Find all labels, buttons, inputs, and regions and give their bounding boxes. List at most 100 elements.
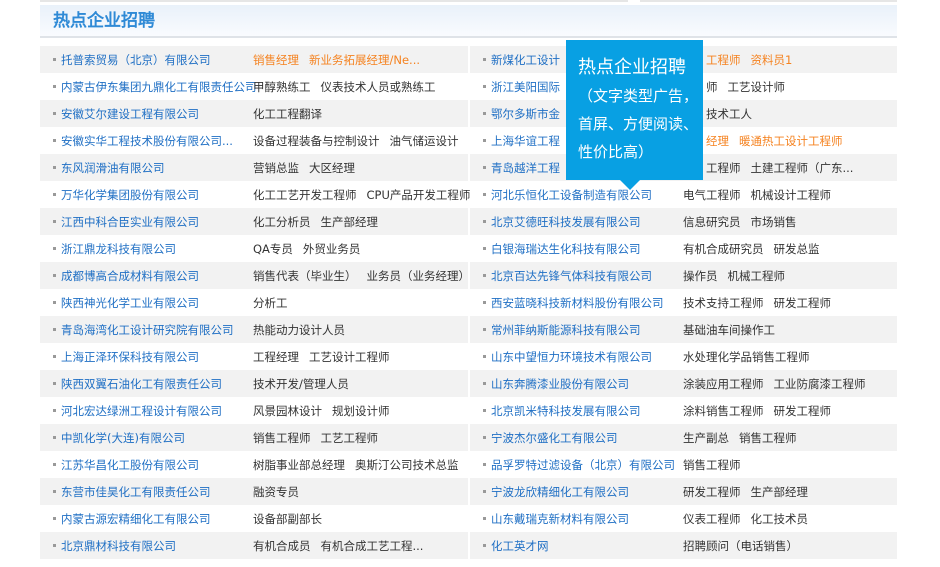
job-link[interactable]: 业务员（业务经理） bbox=[366, 268, 471, 283]
job-link[interactable]: 销售经理 bbox=[253, 52, 299, 67]
job-link[interactable]: 融资专员 bbox=[253, 484, 299, 499]
job-link[interactable]: 外贸业务员 bbox=[302, 241, 361, 256]
job-link[interactable]: 设备部副部长 bbox=[253, 511, 322, 526]
company-link[interactable]: 新煤化工设计 bbox=[491, 52, 560, 67]
company-link[interactable]: 宁波杰尔盛化工有限公司 bbox=[491, 430, 618, 445]
company-link[interactable]: 山东戴瑞克新材料有限公司 bbox=[491, 511, 629, 526]
job-link[interactable]: 生产部经理 bbox=[750, 484, 809, 499]
job-link[interactable]: 招聘顾问（电话销售） bbox=[683, 538, 798, 553]
job-link[interactable]: 土建工程师（广东... bbox=[750, 160, 854, 175]
job-link[interactable]: 仪表技术人员或熟练工 bbox=[320, 79, 436, 94]
job-link[interactable]: 工艺工程师 bbox=[320, 430, 379, 445]
job-link[interactable]: CPU产品开发工程师 bbox=[366, 187, 471, 202]
company-link[interactable]: 安徽实华工程技术股份有限公司... bbox=[61, 133, 233, 148]
job-link[interactable]: 技术开发/管理人员 bbox=[253, 376, 349, 391]
company-link[interactable]: 青岛海湾化工设计研究院有限公司 bbox=[61, 322, 234, 337]
company-link[interactable]: 成都博高合成材料有限公司 bbox=[61, 268, 199, 283]
job-link[interactable]: 热能动力设计人员 bbox=[253, 322, 345, 337]
job-link[interactable]: 工程师 bbox=[706, 160, 741, 175]
job-link[interactable]: 化工分析员 bbox=[253, 214, 311, 229]
job-link[interactable]: 涂料销售工程师 bbox=[683, 403, 764, 418]
company-link[interactable]: 宁波龙欣精细化工有限公司 bbox=[491, 484, 629, 499]
company-link[interactable]: 中凯化学(大连)有限公司 bbox=[61, 430, 185, 445]
company-link[interactable]: 化工英才网 bbox=[491, 538, 549, 553]
job-link[interactable]: 研发工程师 bbox=[773, 403, 832, 418]
job-link[interactable]: 机械设计工程师 bbox=[750, 187, 832, 202]
job-link[interactable]: 电气工程师 bbox=[683, 187, 741, 202]
company-link[interactable]: 北京艾德旺科技发展有限公司 bbox=[491, 214, 641, 229]
job-link[interactable]: 风景园林设计 bbox=[253, 403, 322, 418]
company-link[interactable]: 江西中科合臣实业有限公司 bbox=[61, 214, 199, 229]
company-link[interactable]: 万华化学集团股份有限公司 bbox=[61, 187, 199, 202]
company-link[interactable]: 河北宏达绿洲工程设计有限公司 bbox=[61, 403, 222, 418]
company-link[interactable]: 江苏华昌化工股份有限公司 bbox=[61, 457, 199, 472]
company-link[interactable]: 品孚罗特过滤设备（北京）有限公司 bbox=[491, 457, 675, 472]
job-link[interactable]: 经理 bbox=[706, 133, 729, 148]
job-link[interactable]: 信息研究员 bbox=[683, 214, 741, 229]
job-link[interactable]: 市场销售 bbox=[750, 214, 797, 229]
job-link[interactable]: 工业防腐漆工程师 bbox=[773, 376, 866, 391]
job-link[interactable]: 树脂事业部总经理 bbox=[253, 457, 345, 472]
job-link[interactable]: 机械工程师 bbox=[727, 268, 786, 283]
job-link[interactable]: 销售工程师 bbox=[253, 430, 311, 445]
company-link[interactable]: 北京鼎材科技有限公司 bbox=[61, 538, 176, 553]
job-link[interactable]: 涂装应用工程师 bbox=[683, 376, 764, 391]
job-link[interactable]: 化工技术员 bbox=[750, 511, 809, 526]
company-link[interactable]: 安徽艾尔建设工程有限公司 bbox=[61, 106, 199, 121]
job-link[interactable]: 研发总监 bbox=[773, 241, 820, 256]
job-link[interactable]: 销售代表（毕业生） bbox=[253, 268, 357, 283]
job-link[interactable]: 技术支持工程师 bbox=[683, 295, 764, 310]
company-link[interactable]: 白银海瑞达生化科技有限公司 bbox=[491, 241, 641, 256]
job-link[interactable]: 工艺设计师 bbox=[727, 79, 786, 94]
company-link[interactable]: 陕西双翼石油化工有限责任公司 bbox=[61, 376, 222, 391]
job-link[interactable]: 研发工程师 bbox=[683, 484, 741, 499]
job-link[interactable]: 化工工艺开发工程师 bbox=[253, 187, 357, 202]
job-link[interactable]: 化工工程翻译 bbox=[253, 106, 322, 121]
job-link[interactable]: 操作员 bbox=[683, 268, 718, 283]
company-link[interactable]: 内蒙古伊东集团九鼎化工有限责任公司 bbox=[61, 79, 257, 94]
company-link[interactable]: 北京凯米特科技发展有限公司 bbox=[491, 403, 641, 418]
job-link[interactable]: 新业务拓展经理/Ne... bbox=[309, 52, 421, 67]
company-link[interactable]: 常州菲纳斯能源科技有限公司 bbox=[491, 322, 641, 337]
job-link[interactable]: 有机合成工艺工程... bbox=[320, 538, 424, 553]
company-link[interactable]: 浙江鼎龙科技有限公司 bbox=[61, 241, 176, 256]
company-link[interactable]: 东风润滑油有限公司 bbox=[61, 160, 165, 175]
company-link[interactable]: 西安蓝晓科技新材料股份有限公司 bbox=[491, 295, 664, 310]
company-link[interactable]: 上海正泽环保科技有限公司 bbox=[61, 349, 199, 364]
company-link[interactable]: 山东中望恒力环境技术有限公司 bbox=[491, 349, 652, 364]
job-link[interactable]: 工程经理 bbox=[253, 349, 299, 364]
company-link[interactable]: 托普索贸易（北京）有限公司 bbox=[61, 52, 211, 67]
company-link[interactable]: 浙江美阳国际 bbox=[491, 79, 560, 94]
job-link[interactable]: 分析工 bbox=[253, 295, 288, 310]
job-link[interactable]: 工艺设计工程师 bbox=[309, 349, 390, 364]
company-link[interactable]: 河北乐恒化工设备制造有限公司 bbox=[491, 187, 652, 202]
job-link[interactable]: 营销总监 bbox=[253, 160, 299, 175]
company-link[interactable]: 上海华谊工程 bbox=[491, 133, 560, 148]
company-link[interactable]: 青岛越洋工程 bbox=[491, 160, 560, 175]
job-link[interactable]: 规划设计师 bbox=[332, 403, 390, 418]
job-link[interactable]: QA专员 bbox=[253, 241, 293, 256]
job-link[interactable]: 生产副总 bbox=[683, 430, 729, 445]
job-link[interactable]: 暖通热工设计工程师 bbox=[739, 133, 843, 148]
job-link[interactable]: 工程师 bbox=[706, 52, 741, 67]
job-link[interactable]: 水处理化学品销售工程师 bbox=[683, 349, 810, 364]
company-link[interactable]: 内蒙古源宏精细化工有限公司 bbox=[61, 511, 211, 526]
job-link[interactable]: 基础油车间操作工 bbox=[683, 322, 775, 337]
job-link[interactable]: 有机合成员 bbox=[253, 538, 311, 553]
company-link[interactable]: 鄂尔多斯市金 bbox=[491, 106, 560, 121]
company-link[interactable]: 东营市佳昊化工有限责任公司 bbox=[61, 484, 211, 499]
job-link[interactable]: 生产部经理 bbox=[320, 214, 379, 229]
job-link[interactable]: 有机合成研究员 bbox=[683, 241, 764, 256]
company-link[interactable]: 陕西神光化学工业有限公司 bbox=[61, 295, 199, 310]
job-link[interactable]: 仪表工程师 bbox=[683, 511, 741, 526]
job-link[interactable]: 甲醇熟练工 bbox=[253, 79, 311, 94]
company-link[interactable]: 山东奔腾漆业股份有限公司 bbox=[491, 376, 629, 391]
job-link[interactable]: 技术工人 bbox=[706, 106, 752, 121]
job-link[interactable]: 销售工程师 bbox=[739, 430, 797, 445]
job-link[interactable]: 大区经理 bbox=[309, 160, 355, 175]
job-link[interactable]: 设备过程装备与控制设计 bbox=[253, 133, 380, 148]
job-link[interactable]: 研发工程师 bbox=[773, 295, 832, 310]
job-link[interactable]: 油气储运设计 bbox=[389, 133, 459, 148]
company-link[interactable]: 北京百达先锋气体科技有限公司 bbox=[491, 268, 652, 283]
job-link[interactable]: 奥斯汀公司技术总监 bbox=[355, 457, 459, 472]
